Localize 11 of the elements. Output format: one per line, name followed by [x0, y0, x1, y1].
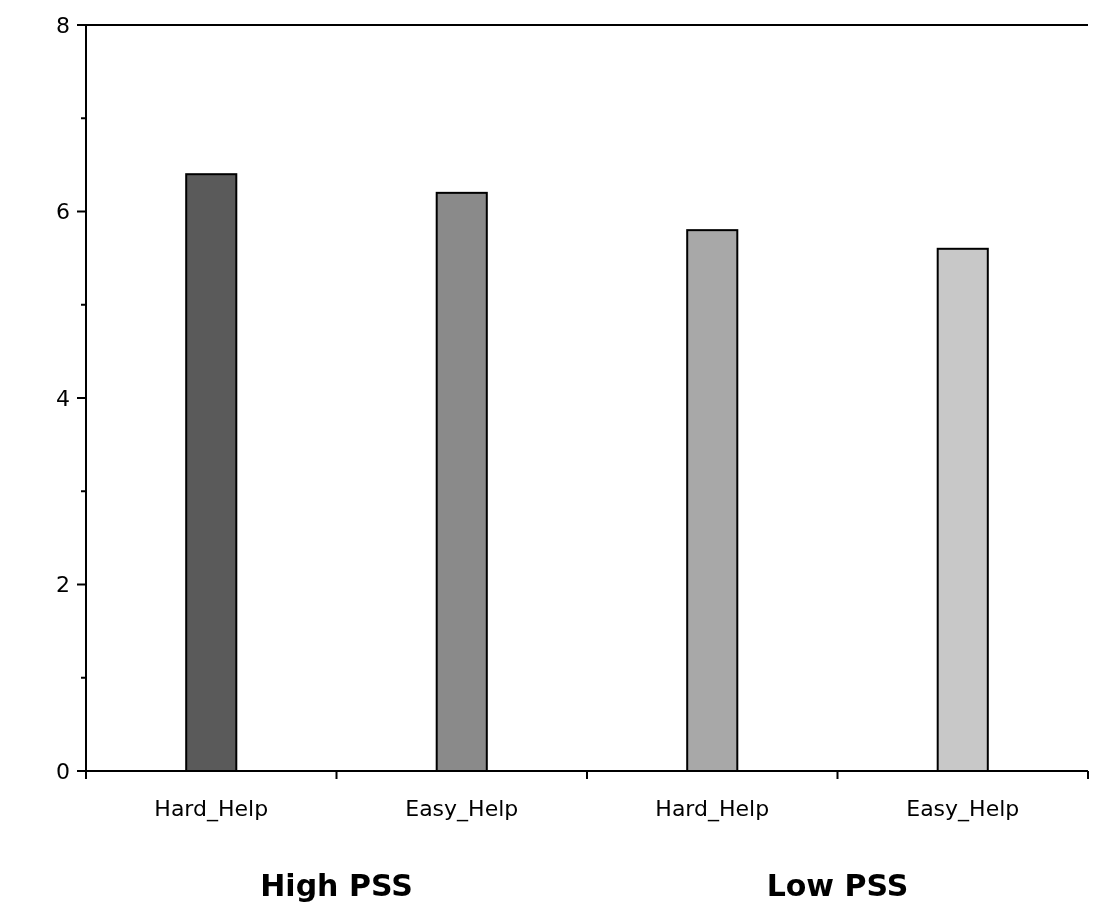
x-tick-label: Easy_Help	[906, 796, 1020, 822]
x-tick-label: Hard_Help	[154, 796, 269, 822]
text: High PSS	[260, 868, 413, 903]
y-tick-label: 0	[56, 758, 70, 784]
y-tick-label: 8	[56, 12, 70, 38]
y-tick-label: 2	[56, 572, 70, 598]
text: Low PSS	[766, 868, 909, 903]
y-tick-label: 6	[56, 199, 70, 225]
y-tick-label: 4	[56, 385, 70, 411]
x-tick-label: Hard_Help	[655, 796, 770, 822]
x-tick-label: Easy_Help	[405, 796, 519, 822]
